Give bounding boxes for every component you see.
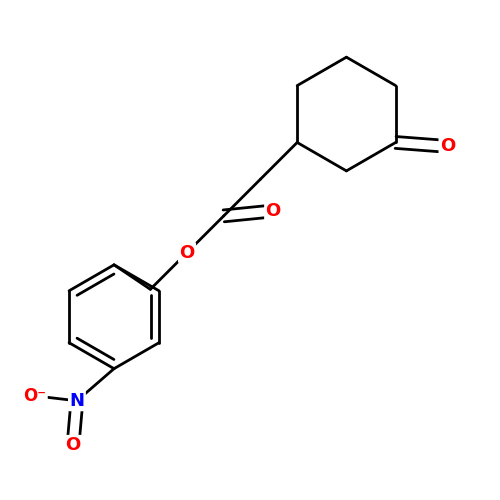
Text: N: N [70, 392, 84, 410]
Text: O: O [180, 244, 194, 262]
Text: O: O [66, 436, 80, 454]
Text: O⁻: O⁻ [24, 387, 46, 405]
Text: O: O [440, 138, 455, 156]
Text: O: O [266, 202, 281, 220]
